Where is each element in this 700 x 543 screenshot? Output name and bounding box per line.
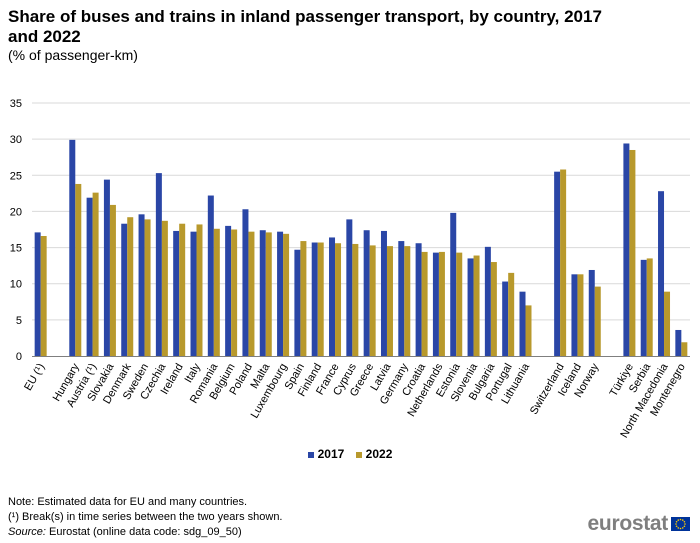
bar-Slovenia-2022 (473, 255, 480, 356)
legend-label-2017: 2017 (317, 447, 345, 461)
bar-Italy-2022 (196, 224, 203, 356)
legend-swatch-2022 (355, 451, 362, 458)
bar-Sweden-2022 (144, 219, 151, 356)
bar-Malta-2022 (265, 232, 272, 356)
bar-Iceland-2017 (571, 274, 578, 356)
bar-Finland-2017 (311, 242, 318, 356)
bar-Greece-2022 (369, 245, 376, 356)
y-tick-label-0: 0 (16, 351, 22, 363)
y-tick-label-5: 5 (16, 315, 22, 327)
bar-Türkiye-2017 (623, 143, 630, 356)
legend-swatch-2017 (307, 451, 314, 458)
bar-Germany-2022 (404, 246, 411, 356)
bar-France-2022 (335, 243, 342, 356)
bar-Estonia-2017 (450, 212, 457, 356)
bar-Croatia-2017 (415, 243, 422, 356)
bar-Netherlands-2017 (432, 252, 439, 356)
bar-Hungary-2017 (69, 139, 76, 356)
bar-Slovakia-2017 (103, 179, 110, 356)
bar-Germany-2017 (398, 241, 405, 356)
bar-Denmark-2017 (121, 223, 128, 356)
bar-Estonia-2022 (456, 252, 463, 356)
legend-label-2022: 2022 (365, 447, 393, 461)
x-tick-label-EU (¹): EU (¹) (22, 362, 47, 393)
bar-Finland-2022 (317, 242, 324, 356)
bar-Malta-2017 (259, 230, 266, 356)
bar-Serbia-2017 (640, 259, 647, 356)
bar-Portugal-2017 (502, 281, 509, 356)
legend-item-2017: 2017 (307, 447, 345, 461)
bar-Czechia-2017 (155, 173, 162, 356)
bar-Denmark-2022 (127, 217, 134, 356)
bar-Poland-2017 (242, 209, 249, 356)
bar-Cyprus-2017 (346, 219, 353, 356)
y-tick-label-25: 25 (10, 170, 22, 182)
bar-Austria (¹)-2022 (92, 192, 99, 356)
bar-Luxembourg-2022 (283, 233, 290, 356)
bar-Switzerland-2022 (560, 169, 567, 356)
y-tick-label-15: 15 (10, 243, 22, 255)
bar-Luxembourg-2017 (277, 231, 284, 356)
bar-Czechia-2022 (161, 220, 168, 356)
chart-title: Share of buses and trains in inland pass… (8, 7, 602, 46)
bar-Türkiye-2022 (629, 149, 636, 356)
bar-Ireland-2017 (173, 230, 180, 356)
source-label: Source: (8, 526, 46, 538)
bar-Iceland-2022 (577, 274, 584, 356)
bar-Latvia-2022 (386, 246, 393, 356)
bar-Montenegro-2022 (681, 342, 688, 356)
note-break: (¹) Break(s) in time series between the … (8, 511, 283, 523)
bar-Switzerland-2017 (554, 171, 561, 356)
bar-Belgium-2017 (225, 225, 232, 356)
bar-North Macedonia-2022 (664, 291, 671, 356)
bar-Ireland-2022 (179, 223, 186, 356)
bar-Portugal-2022 (508, 272, 515, 356)
bar-Serbia-2022 (646, 258, 653, 356)
bar-Romania-2017 (207, 195, 214, 356)
bar-Bulgaria-2022 (490, 262, 497, 356)
bar-Cyprus-2022 (352, 243, 359, 356)
bar-Italy-2017 (190, 231, 197, 356)
bar-Slovenia-2017 (467, 258, 474, 356)
bar-Hungary-2022 (75, 183, 82, 356)
eurostat-wordmark: eurostat (587, 512, 669, 535)
bar-Latvia-2017 (380, 230, 387, 356)
bar-Netherlands-2022 (438, 251, 445, 356)
y-tick-label-20: 20 (10, 206, 22, 218)
bar-EU (¹)-2022 (40, 236, 47, 356)
note-estimated: Note: Estimated data for EU and many cou… (8, 496, 248, 508)
bar-North Macedonia-2017 (658, 191, 665, 356)
bar-Spain-2017 (294, 249, 301, 356)
bar-Spain-2022 (300, 241, 307, 356)
bar-Lithuania-2017 (519, 291, 526, 356)
bar-EU (¹)-2017 (34, 232, 41, 356)
legend-item-2022: 2022 (355, 447, 393, 461)
bar-Greece-2017 (363, 230, 370, 356)
eu-flag-icon (671, 517, 690, 531)
y-tick-label-30: 30 (10, 134, 22, 146)
legend: 2017 2022 (0, 447, 700, 461)
bar-Sweden-2017 (138, 214, 145, 356)
bar-Norway-2017 (588, 269, 595, 356)
bar-Belgium-2022 (231, 229, 238, 356)
eurostat-logo: eurostat (588, 512, 690, 536)
chart-subtitle: (% of passenger-km) (8, 47, 138, 63)
y-tick-label-10: 10 (10, 279, 22, 291)
bar-Slovakia-2022 (109, 204, 116, 356)
bar-Norway-2022 (594, 286, 601, 356)
bar-Lithuania-2022 (525, 305, 532, 356)
bar-France-2017 (329, 237, 336, 356)
note-source: Source: Eurostat (online data code: sdg_… (8, 525, 283, 540)
y-tick-label-35: 35 (10, 98, 22, 110)
notes: Note: Estimated data for EU and many cou… (8, 495, 283, 540)
bar-Bulgaria-2017 (484, 246, 491, 356)
bar-Romania-2022 (213, 228, 220, 356)
bar-Poland-2022 (248, 231, 255, 356)
bar-Montenegro-2017 (675, 329, 682, 356)
bar-Austria (¹)-2017 (86, 197, 93, 356)
source-text: Eurostat (online data code: sdg_09_50) (48, 526, 242, 538)
bar-Croatia-2022 (421, 251, 428, 356)
